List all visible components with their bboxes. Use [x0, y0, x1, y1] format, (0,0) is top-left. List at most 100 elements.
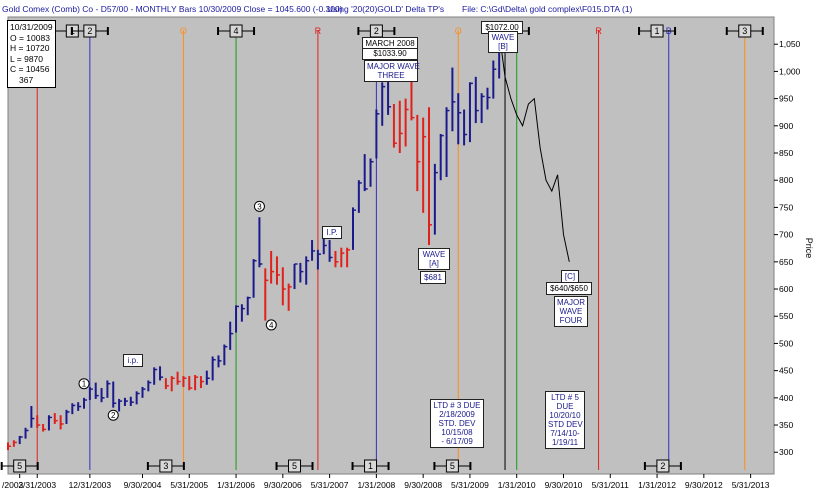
price-bar [404, 98, 409, 147]
x-tick-label: 5/31/2005 [170, 480, 208, 490]
vertical-line-label: O [180, 26, 187, 36]
ohlc-readout: 10/31/2009 O = 10083 H = 10720 L = 9870 … [7, 20, 56, 88]
y-tick-label: 800 [779, 175, 793, 185]
ip-label-2003: i.p. [123, 354, 143, 367]
price-bar [235, 305, 240, 333]
x-tick-label: 1/31/2008 [357, 480, 395, 490]
price-bar [439, 133, 444, 181]
price-bar [486, 87, 491, 110]
price-bar [299, 262, 304, 283]
vertical-line-label: O [455, 26, 462, 36]
marker-label: 5 [17, 461, 22, 471]
x-tick-label: /2002 [2, 480, 24, 490]
price-bar [7, 442, 11, 451]
chart-header: Gold Comex (Comb) Co - D57/00 - MONTHLY … [0, 2, 821, 16]
march-2008-label: MARCH 2008 $1033.90 [362, 37, 418, 60]
y-tick-label: 350 [779, 420, 793, 430]
major-wave-four-label: MAJOR WAVE FOUR [554, 296, 588, 327]
price-bar [77, 402, 82, 411]
price-bar [346, 247, 351, 268]
top-cycle-marker: 2 [357, 24, 396, 38]
price-bar [65, 409, 70, 424]
price-bar [176, 371, 181, 385]
x-tick-label: 9/30/2008 [404, 480, 442, 490]
marker-box [159, 459, 173, 473]
price-bar [164, 378, 169, 390]
wave-b-label: WAVE [B] [488, 31, 518, 53]
price-bar [18, 435, 23, 445]
price-bar [36, 415, 41, 428]
x-tick-label: 9/30/2010 [545, 480, 583, 490]
x-tick-label: 5/31/2007 [311, 480, 349, 490]
price-bar [328, 240, 333, 262]
bottom-cycle-marker: 5 [0, 459, 39, 473]
wave-1-circle: 1 [78, 378, 90, 390]
x-tick-label: 9/30/2004 [124, 480, 162, 490]
x-tick-label: 9/30/2012 [685, 480, 723, 490]
marker-box [13, 459, 27, 473]
price-bar [188, 376, 193, 391]
price-bar [381, 82, 386, 126]
price-bar [445, 107, 450, 177]
wave-circle-label: 3 [257, 202, 262, 211]
price-bar [351, 207, 356, 250]
marker-label: 2 [374, 26, 379, 36]
header-turning-points: Using '20(20)GOLD' Delta TP's [327, 4, 445, 14]
marker-label: 1 [655, 26, 660, 36]
wave-circle [265, 319, 277, 331]
vertical-line-label: R [595, 26, 602, 36]
header-symbol-info: Gold Comex (Comb) Co - D57/00 - MONTHLY … [2, 4, 343, 14]
price-bar [281, 267, 286, 306]
price-bar [182, 376, 187, 387]
price-bar [211, 356, 216, 381]
price-bar [428, 107, 433, 245]
x-tick-label: 5/31/2009 [451, 480, 489, 490]
price-bar [159, 366, 164, 381]
ip-label-2007: I.P. [322, 226, 342, 239]
marker-label: 2 [660, 461, 665, 471]
price-bar [205, 370, 210, 385]
price-bar [293, 263, 298, 290]
y-tick-label: 450 [779, 366, 793, 376]
price-bar [240, 304, 245, 322]
price-bar [468, 82, 473, 143]
marker-box [229, 24, 243, 38]
y-tick-label: 550 [779, 311, 793, 321]
price-bar [258, 217, 263, 268]
bottom-cycle-marker: 1 [351, 459, 390, 473]
marker-box [445, 459, 459, 473]
x-tick-label: 5/31/2013 [732, 480, 770, 490]
y-tick-label: 1,050 [779, 39, 801, 49]
wave-circle-label: 4 [269, 321, 274, 330]
bottom-cycle-marker: 5 [275, 459, 314, 473]
x-tick-label: 5/31/2011 [592, 480, 629, 490]
price-bar [223, 344, 228, 366]
wave-4-circle: 4 [265, 319, 277, 331]
marker-label: 2 [87, 26, 92, 36]
ohlc-high: H = 10720 [10, 43, 50, 54]
price-bar [47, 415, 52, 431]
price-bar [305, 256, 310, 285]
ohlc-volume: 367 [19, 74, 34, 85]
y-axis-title: Price [804, 238, 814, 259]
x-tick-label: 1/31/2012 [638, 480, 676, 490]
bottom-cycle-marker: 2 [643, 459, 682, 473]
x-tick-label: 9/30/2006 [264, 480, 302, 490]
wave-a-price: $681 [420, 271, 446, 284]
y-tick-label: 400 [779, 393, 793, 403]
price-bar [194, 374, 199, 391]
wave-a-label: WAVE [A] [418, 248, 450, 270]
price-bar [422, 117, 427, 213]
marker-label: 3 [742, 26, 747, 36]
marker-box [288, 459, 302, 473]
price-bar [287, 283, 292, 311]
price-bar [135, 391, 140, 405]
price-bar [217, 355, 222, 368]
price-bar [480, 93, 485, 124]
y-tick-label: 650 [779, 257, 793, 267]
price-bar [311, 240, 316, 261]
ohlc-low: L = 9870 [10, 53, 44, 64]
price-bar [334, 250, 339, 268]
price-bar [83, 397, 88, 409]
